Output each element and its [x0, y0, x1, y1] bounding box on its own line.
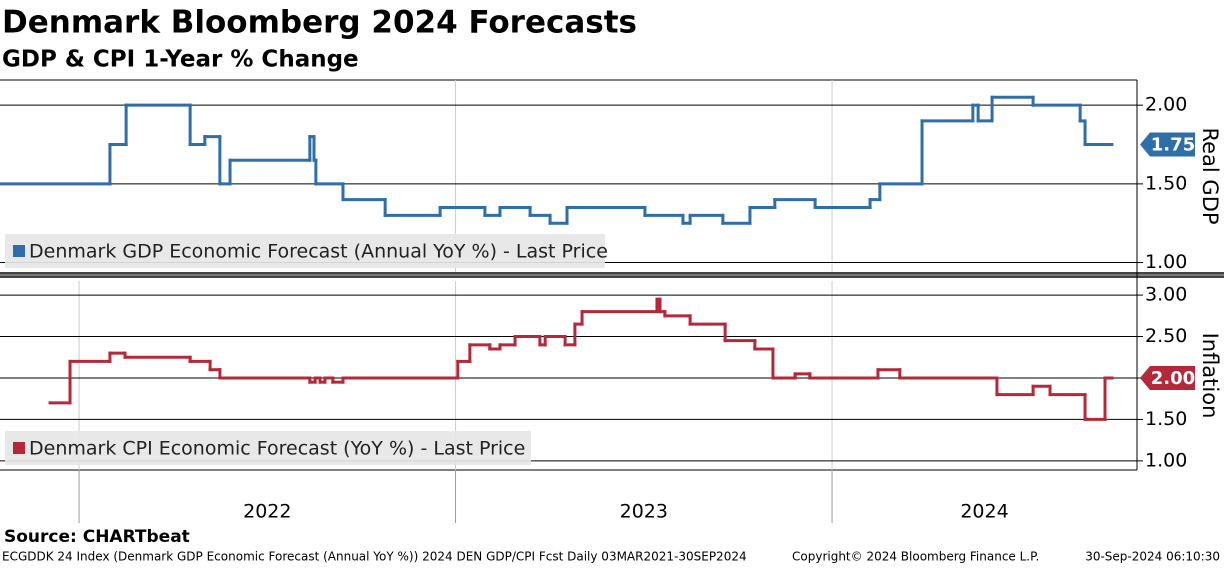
legend-swatch: [13, 442, 25, 454]
legend-label: Denmark GDP Economic Forecast (Annual Yo…: [29, 241, 608, 263]
y-tick-label: 2.00: [1145, 94, 1187, 116]
y-tick-label: 2.50: [1145, 325, 1187, 347]
y-tick-label: 1.00: [1145, 251, 1187, 273]
last-price-label: 2.00: [1151, 368, 1195, 389]
last-price-badge: [1140, 365, 1195, 390]
y-tick-label: 1.50: [1145, 408, 1187, 430]
x-tick-label: 2022: [243, 501, 291, 523]
footer-left: ECGDDK 24 Index (Denmark GDP Economic Fo…: [2, 550, 747, 564]
y-tick-label: 1.00: [1145, 449, 1187, 471]
footer-center: Copyright© 2024 Bloomberg Finance L.P.: [792, 550, 1039, 564]
footer-right: 30-Sep-2024 06:10:30: [1085, 550, 1220, 564]
x-tick-label: 2023: [620, 501, 668, 523]
y-axis-label: Real GDP: [1198, 127, 1222, 224]
source: Source: CHARTbeat: [4, 527, 190, 547]
last-price-badge: [1140, 132, 1195, 157]
last-price-label: 1.75: [1151, 135, 1195, 156]
legend-box: [5, 431, 531, 465]
subtitle: GDP & CPI 1-Year % Change: [2, 47, 359, 73]
legend-swatch: [13, 245, 25, 257]
legend-box: [5, 234, 605, 268]
y-tick-label: 1.50: [1145, 172, 1187, 194]
title: Denmark Bloomberg 2024 Forecasts: [2, 5, 637, 41]
y-tick-label: 3.00: [1145, 284, 1187, 306]
x-tick-label: 2024: [960, 501, 1008, 523]
legend-label: Denmark CPI Economic Forecast (YoY %) - …: [29, 438, 525, 460]
y-axis-label: Inflation: [1198, 333, 1222, 419]
